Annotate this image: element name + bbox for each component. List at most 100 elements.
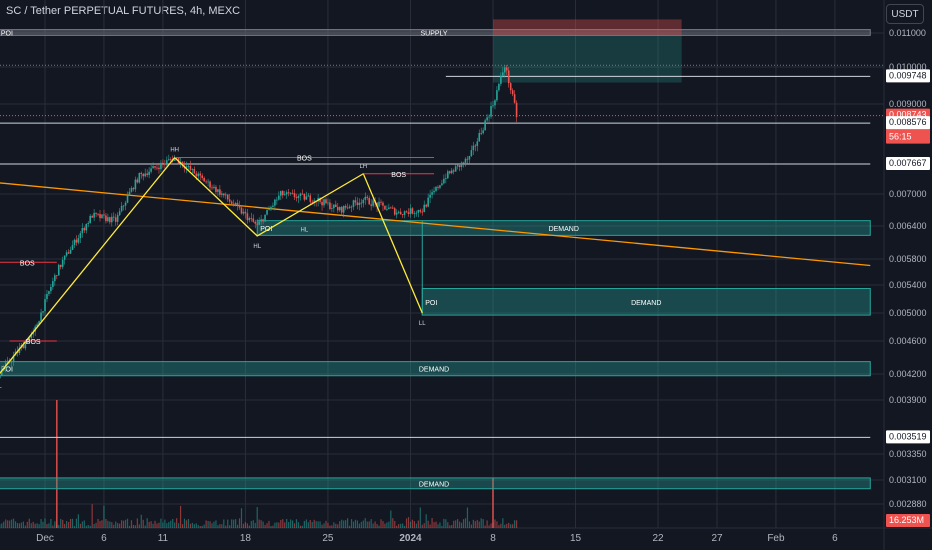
candle-body [116,215,119,222]
candle-body [126,195,129,203]
candle-body [388,207,390,210]
candle-body [40,312,42,322]
candle-body [260,219,262,222]
volume-bar [472,519,474,528]
volume-bar [343,520,345,528]
candle-body [335,204,337,208]
volume-bar [109,521,111,528]
candle-body [329,202,331,209]
volume-bar [348,525,351,528]
volume-bar [115,521,117,528]
currency-button[interactable]: USDT [886,4,924,24]
price-badge [886,69,930,83]
candle-body [36,324,38,327]
volume-bar [54,521,56,528]
x-tick-label: Dec [36,533,54,544]
position-box[interactable] [493,19,682,83]
volume-bar [346,518,349,528]
candle-body [303,193,306,200]
volume-bar [417,520,419,528]
candle-body [12,355,15,362]
volume-bar [386,522,388,528]
candle-body [75,239,78,243]
stop-loss-area [493,19,682,36]
volume-bar [356,520,359,528]
candle-body [224,194,227,196]
volume-bar [144,525,146,528]
volume-bar [288,522,290,528]
volume-bar [264,525,266,528]
candle-body [61,259,64,267]
volume-bar [140,514,142,528]
candle-body [474,145,477,147]
candle-body [57,264,60,276]
volume-bar [437,524,439,528]
x-tick-label: 15 [570,533,582,544]
volume-bar [394,520,396,528]
candle-body [462,162,465,164]
zone-poi-label: POI [425,300,437,307]
volume-bar [460,522,463,528]
volume-bar [160,518,162,528]
volume-bar [409,521,412,528]
volume-bar [449,525,451,528]
volume-bar [14,521,17,528]
x-tick-label: 6 [832,533,838,544]
candle-body [240,207,243,214]
volume-bar [93,524,95,528]
candle-body [492,105,494,107]
volume-bar [506,523,508,528]
volume-bars [0,400,518,528]
volume-bar [411,519,414,528]
candle-body [167,159,170,161]
volume-bar [382,521,384,528]
volume-bar [457,519,459,528]
volume-bar [105,519,107,528]
candle-body [223,193,225,196]
candle-body [189,165,192,170]
volume-bar [231,519,233,528]
candle-body [226,194,229,200]
candle-body [279,191,282,196]
bos-label: BOS [297,156,312,163]
swing-label: LL [419,321,426,327]
volume-bar [113,524,115,528]
candle-body [407,212,410,214]
candle-body [325,199,327,204]
candle-body [77,238,80,243]
candle-body [494,100,496,106]
volume-bar [470,524,472,528]
volume-bar [252,520,254,528]
candle-body [482,130,484,134]
candle-body [358,202,361,206]
candle-body [22,345,25,349]
volume-bar [34,523,36,528]
volume-bar [107,520,109,528]
candle-body [305,196,308,200]
volume-bar [502,518,504,528]
candle-body [515,102,518,118]
y-tick-label: 0.011000 [889,28,926,38]
volume-bar [268,520,270,528]
bos-label: BOS [26,339,41,346]
volume-bar [311,522,313,528]
candle-body [42,311,44,313]
candle-body [252,218,255,222]
candle-body [215,186,217,192]
volume-bar [299,525,302,528]
volume-bar [12,518,15,528]
volume-bar [5,519,7,528]
candle-body [38,321,40,325]
volume-bar [132,524,135,528]
candle-body [48,291,50,294]
y-tick-label: 0.003100 [889,475,927,485]
volume-bar [403,525,406,528]
candle-body [221,193,223,195]
candle-body [65,252,68,256]
candle-body [336,207,339,211]
candle-body [470,150,473,157]
volume-bar [30,523,32,528]
volume-bar [455,520,457,528]
volume-bar [476,519,478,528]
